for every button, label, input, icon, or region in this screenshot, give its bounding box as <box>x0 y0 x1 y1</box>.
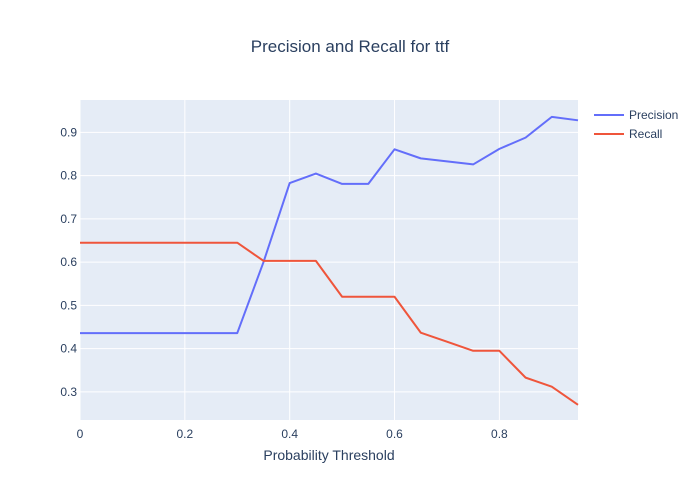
y-tick-label: 0.7 <box>60 212 77 226</box>
plot-area <box>80 100 578 420</box>
legend-label: Precision <box>629 108 678 122</box>
y-tick-label: 0.8 <box>60 169 77 183</box>
legend-label: Recall <box>629 127 662 141</box>
x-tick-label: 0.6 <box>386 427 403 441</box>
y-tick-label: 0.6 <box>60 255 77 269</box>
series-line-recall[interactable] <box>80 241 579 406</box>
y-tick-label: 0.4 <box>60 342 77 356</box>
x-axis-title: Probability Threshold <box>263 447 394 463</box>
x-axis-ticks: 0 0.2 0.4 0.6 0.8 <box>77 427 508 441</box>
legend-item-precision[interactable]: Precision <box>594 108 678 122</box>
legend[interactable]: Precision Recall <box>594 108 678 141</box>
y-tick-label: 0.3 <box>60 385 77 399</box>
x-tick-label: 0.4 <box>281 427 298 441</box>
y-axis-ticks: 0.3 0.4 0.5 0.6 0.7 0.8 0.9 <box>60 125 77 398</box>
series-line-precision[interactable] <box>80 115 579 335</box>
y-tick-label: 0.9 <box>60 125 77 139</box>
grid-lines <box>79 100 578 420</box>
legend-item-recall[interactable]: Recall <box>594 127 662 141</box>
x-tick-label: 0 <box>77 427 84 441</box>
x-tick-label: 0.8 <box>491 427 508 441</box>
chart-title: Precision and Recall for ttf <box>251 37 450 56</box>
x-tick-label: 0.2 <box>176 427 193 441</box>
series-lines <box>80 115 579 406</box>
y-tick-label: 0.5 <box>60 298 77 312</box>
